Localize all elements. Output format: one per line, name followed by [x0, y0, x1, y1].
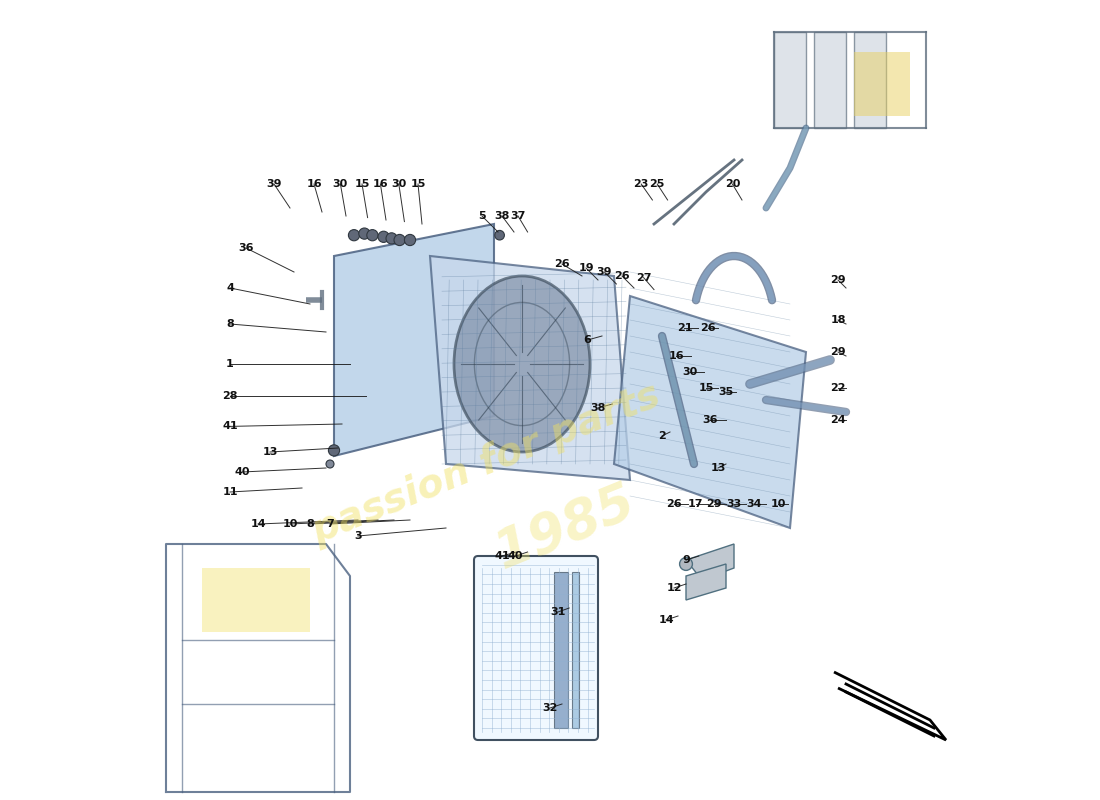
Circle shape: [378, 231, 389, 242]
Circle shape: [366, 230, 378, 241]
Text: 6: 6: [584, 335, 592, 345]
Bar: [854, 32, 886, 128]
Text: 30: 30: [682, 367, 697, 377]
Text: 8: 8: [306, 519, 313, 529]
Text: 40: 40: [508, 551, 524, 561]
Text: 15: 15: [698, 383, 714, 393]
Circle shape: [326, 460, 334, 468]
Text: 39: 39: [596, 267, 612, 277]
Text: 1985: 1985: [488, 476, 644, 580]
Text: 16: 16: [373, 179, 388, 189]
Text: 38: 38: [591, 403, 606, 413]
Text: 39: 39: [266, 179, 282, 189]
Ellipse shape: [454, 276, 590, 452]
Text: 5: 5: [478, 211, 486, 221]
Text: 32: 32: [542, 703, 558, 713]
Text: 4: 4: [227, 283, 234, 293]
Text: 2: 2: [658, 431, 666, 441]
Text: 37: 37: [510, 211, 526, 221]
Text: 25: 25: [649, 179, 664, 189]
Text: 16: 16: [669, 351, 684, 361]
Text: 27: 27: [636, 273, 651, 282]
Text: 29: 29: [830, 275, 846, 285]
Text: 8: 8: [227, 319, 234, 329]
Text: 13: 13: [711, 463, 726, 473]
Text: 35: 35: [718, 387, 734, 397]
Text: 15: 15: [354, 179, 370, 189]
Text: 26: 26: [614, 271, 630, 281]
Text: 36: 36: [702, 415, 717, 425]
Circle shape: [386, 233, 397, 244]
Text: 41: 41: [222, 422, 238, 431]
Bar: [554, 572, 569, 728]
Polygon shape: [686, 544, 734, 580]
Text: 3: 3: [354, 531, 362, 541]
Text: 26: 26: [554, 259, 570, 269]
Text: 41: 41: [494, 551, 509, 561]
Circle shape: [495, 230, 505, 240]
Circle shape: [349, 230, 360, 241]
Polygon shape: [430, 256, 630, 480]
Bar: [854, 52, 910, 116]
Text: 14: 14: [658, 615, 674, 625]
Circle shape: [329, 445, 340, 456]
FancyBboxPatch shape: [474, 556, 598, 740]
Bar: [202, 568, 310, 632]
Text: 28: 28: [222, 391, 238, 401]
Text: 15: 15: [410, 179, 426, 189]
Text: 10: 10: [770, 499, 785, 509]
Text: 14: 14: [250, 519, 266, 529]
Text: 1: 1: [227, 359, 234, 369]
Text: 38: 38: [494, 211, 509, 221]
Bar: [572, 572, 579, 728]
Text: 17: 17: [688, 499, 703, 509]
Circle shape: [680, 558, 692, 570]
Circle shape: [405, 234, 416, 246]
Polygon shape: [614, 296, 806, 528]
Text: 29: 29: [830, 347, 846, 357]
Polygon shape: [686, 564, 726, 600]
Text: 23: 23: [634, 179, 649, 189]
Text: 20: 20: [725, 179, 740, 189]
Text: 30: 30: [392, 179, 406, 189]
Text: 26: 26: [701, 323, 716, 333]
Text: 18: 18: [830, 315, 846, 325]
Polygon shape: [334, 224, 494, 456]
Text: 11: 11: [222, 487, 238, 497]
Text: 36: 36: [239, 243, 254, 253]
Text: 19: 19: [579, 263, 594, 273]
Circle shape: [359, 228, 370, 239]
Circle shape: [394, 234, 405, 246]
Text: 16: 16: [306, 179, 322, 189]
Text: 33: 33: [726, 499, 741, 509]
Text: 10: 10: [283, 519, 298, 529]
Text: 22: 22: [830, 383, 846, 393]
Text: 34: 34: [746, 499, 761, 509]
Text: 30: 30: [333, 179, 348, 189]
Text: 9: 9: [682, 555, 690, 565]
Text: 26: 26: [667, 499, 682, 509]
Text: passion for parts: passion for parts: [306, 377, 666, 551]
Text: 7: 7: [326, 519, 334, 529]
Bar: [774, 32, 806, 128]
Text: 31: 31: [550, 607, 565, 617]
Text: 13: 13: [262, 447, 277, 457]
Bar: [814, 32, 846, 128]
Text: 40: 40: [234, 467, 250, 477]
Text: 21: 21: [676, 323, 692, 333]
Text: 24: 24: [830, 415, 846, 425]
Text: 29: 29: [706, 499, 722, 509]
Text: 12: 12: [667, 583, 682, 593]
